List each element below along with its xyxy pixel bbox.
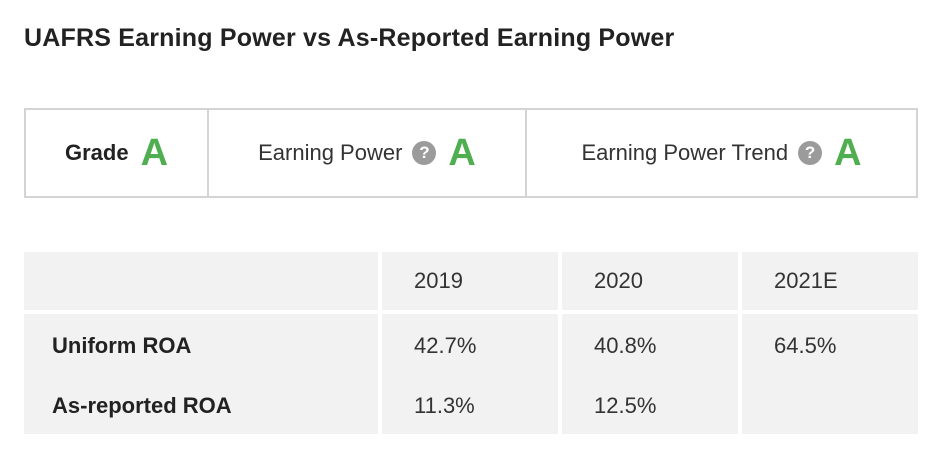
table-cell [742, 378, 918, 434]
table-header-row: 2019 2020 2021E [24, 252, 918, 314]
table-cell: 11.3% [382, 378, 558, 434]
grades-panel: Grade A Earning Power ? A Earning Power … [24, 108, 918, 198]
grade-label: Grade [64, 140, 129, 165]
earning-power-trend-grade: A [834, 132, 862, 174]
row-label-as-reported-roa: As-reported ROA [24, 378, 378, 434]
help-icon[interactable]: ? [798, 141, 823, 165]
table-cell: 42.7% [382, 314, 558, 378]
table-row: Uniform ROA 42.7% 40.8% 64.5% [24, 314, 918, 378]
grade-cell: Grade A [26, 110, 209, 196]
roa-table: 2019 2020 2021E Uniform ROA 42.7% 40.8% … [20, 252, 922, 434]
table-header-2020: 2020 [562, 252, 738, 314]
table-header-2019: 2019 [382, 252, 558, 314]
earning-power-label: Earning Power [258, 140, 403, 165]
table-header-blank [24, 252, 378, 314]
earning-power-trend-label: Earning Power Trend [581, 140, 789, 165]
help-icon[interactable]: ? [412, 141, 437, 165]
page-title: UAFRS Earning Power vs As-Reported Earni… [24, 24, 675, 52]
earning-power-cell: Earning Power ? A [209, 110, 527, 196]
table-cell: 40.8% [562, 314, 738, 378]
table-cell: 64.5% [742, 314, 918, 378]
row-label-uniform-roa: Uniform ROA [24, 314, 378, 378]
grade-value: A [140, 132, 169, 174]
earning-power-grade: A [448, 132, 476, 174]
table-row: As-reported ROA 11.3% 12.5% [24, 378, 918, 434]
table-header-2021e: 2021E [742, 252, 918, 314]
table-cell: 12.5% [562, 378, 738, 434]
earning-power-trend-cell: Earning Power Trend ? A [527, 110, 916, 196]
